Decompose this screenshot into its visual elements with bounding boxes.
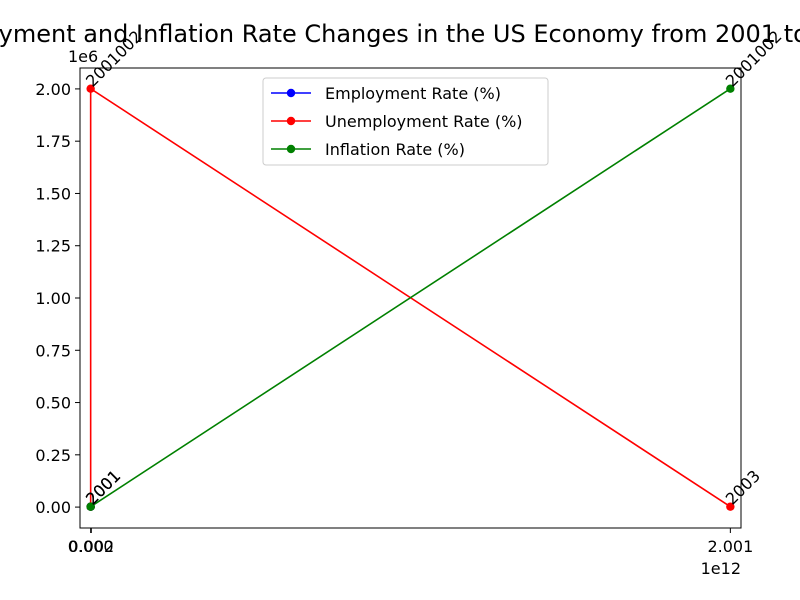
data-point: [726, 502, 735, 511]
y-tick-label: 1.75: [35, 132, 71, 151]
legend-marker: [286, 116, 296, 126]
legend-marker: [286, 144, 296, 154]
y-tick-label: 0.75: [35, 341, 71, 360]
legend-label: Unemployment Rate (%): [325, 112, 523, 131]
legend-label: Inflation Rate (%): [325, 140, 465, 159]
series-line-2: [90, 88, 731, 508]
y-tick-label: 1.50: [35, 184, 71, 203]
legend-label: Employment Rate (%): [325, 84, 501, 103]
x-tick-label: 2.001: [707, 537, 753, 556]
y-tick-label: 1.25: [35, 237, 71, 256]
legend: Employment Rate (%) Unemployment Rate (%)…: [262, 77, 549, 166]
y-offset-label: 1e6: [68, 47, 98, 66]
y-tick-label: 1.00: [35, 289, 71, 308]
y-tick-label: 0.00: [35, 498, 71, 517]
data-point: [726, 84, 735, 93]
x-tick-label: 0.000: [68, 537, 114, 556]
x-offset-label: 1e12: [701, 559, 741, 578]
legend-marker: [286, 88, 296, 98]
y-tick-label: 0.50: [35, 394, 71, 413]
y-tick-label: 2.00: [35, 80, 71, 99]
plot-frame: [79, 67, 742, 529]
x-tick-label: 0.002: [68, 537, 114, 556]
chart-title: Employment and Inflation Rate Changes in…: [0, 20, 800, 48]
data-point: [86, 502, 95, 511]
legend-box: [262, 77, 549, 166]
data-point: [86, 84, 95, 93]
y-tick-label: 0.25: [35, 446, 71, 465]
